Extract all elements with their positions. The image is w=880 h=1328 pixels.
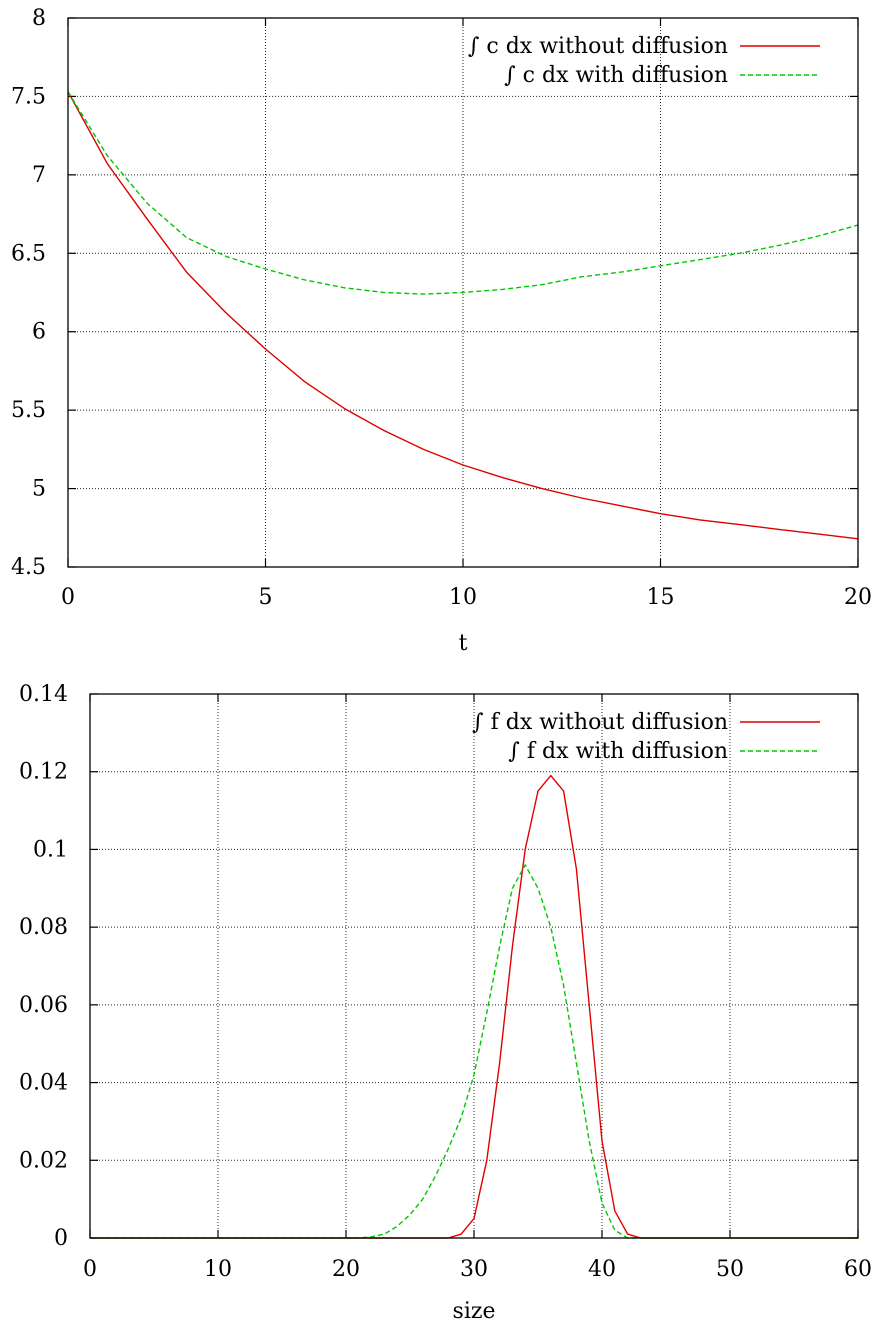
y-tick-label: 0 bbox=[54, 1226, 68, 1251]
y-tick-label: 0.1 bbox=[33, 837, 68, 862]
y-tick-label: 7 bbox=[32, 163, 46, 188]
x-tick-label: 20 bbox=[844, 585, 872, 610]
x-tick-label: 0 bbox=[83, 1257, 97, 1282]
x-tick-label: 5 bbox=[259, 585, 273, 610]
x-tick-label: 30 bbox=[460, 1257, 488, 1282]
y-tick-label: 0.06 bbox=[19, 993, 68, 1018]
y-tick-label: 0.04 bbox=[19, 1071, 68, 1096]
x-tick-label: 0 bbox=[61, 585, 75, 610]
y-tick-label: 7.5 bbox=[11, 84, 46, 109]
y-tick-label: 0.12 bbox=[19, 760, 68, 785]
x-tick-label: 10 bbox=[204, 1257, 232, 1282]
y-tick-label: 5 bbox=[32, 477, 46, 502]
series-line-1 bbox=[90, 774, 858, 1239]
x-tick-label: 50 bbox=[716, 1257, 744, 1282]
x-axis-label: size bbox=[453, 1299, 496, 1324]
legend-label-1: ∫ c dx without diffusion bbox=[468, 34, 728, 59]
y-tick-label: 6 bbox=[32, 320, 46, 345]
y-tick-label: 0.02 bbox=[19, 1148, 68, 1173]
y-tick-label: 5.5 bbox=[11, 398, 46, 423]
plot-frame bbox=[67, 17, 859, 568]
y-tick-label: 8 bbox=[32, 6, 46, 31]
series-line-1 bbox=[67, 91, 859, 540]
x-tick-label: 15 bbox=[647, 585, 675, 610]
legend-label-2: ∫ c dx with diffusion bbox=[504, 63, 728, 88]
legend-label-1: ∫ f dx without diffusion bbox=[472, 710, 728, 735]
x-axis-label: t bbox=[459, 631, 468, 656]
y-tick-label: 4.5 bbox=[11, 555, 46, 580]
top-chart: 0 5 10 15 20 4.5 5 5.5 6 6.5 7 7.5 8 ∫ c dx without d… bbox=[11, 6, 872, 656]
bottom-chart: 0 10 20 30 40 50 60 0 0.02 0.04 0.06 0.08 0.1 0.12 0.1… bbox=[19, 682, 872, 1324]
y-tick-label: 6.5 bbox=[11, 241, 46, 266]
x-tick-label: 40 bbox=[588, 1257, 616, 1282]
series-line-2 bbox=[67, 91, 859, 295]
x-tick-label: 10 bbox=[449, 585, 477, 610]
x-tick-label: 60 bbox=[844, 1257, 872, 1282]
series-line-2 bbox=[90, 864, 858, 1239]
legend-label-2: ∫ f dx with diffusion bbox=[508, 739, 728, 764]
y-tick-label: 0.08 bbox=[19, 915, 68, 940]
plot-frame bbox=[89, 693, 859, 1239]
y-tick-label: 0.14 bbox=[19, 682, 68, 707]
x-tick-label: 20 bbox=[332, 1257, 360, 1282]
